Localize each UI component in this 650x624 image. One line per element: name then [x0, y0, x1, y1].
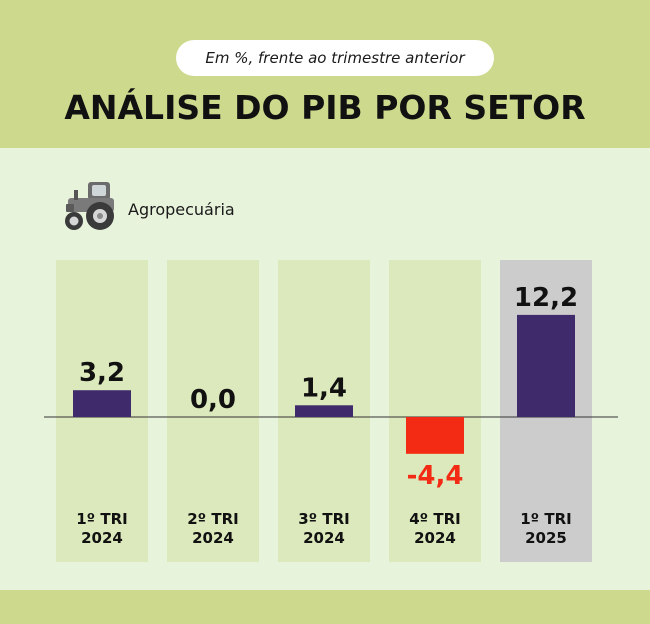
header-band: Em %, frente ao trimestre anterior ANÁLI…: [0, 0, 650, 148]
category-label-line: 2024: [81, 529, 123, 547]
category-label: 1º TRI 2025: [520, 510, 571, 547]
data-label: 3,2: [79, 358, 125, 388]
data-label: 12,2: [514, 283, 578, 313]
category-label-line: 2º TRI: [187, 510, 238, 528]
category-label-line: 1º TRI: [76, 510, 127, 528]
tractor-icon: [65, 182, 114, 230]
bar: [295, 405, 353, 417]
category-label-line: 2024: [303, 529, 345, 547]
data-label: 1,4: [301, 373, 347, 403]
category-label-line: 2025: [525, 529, 567, 547]
data-label: -4,4: [407, 461, 464, 491]
sector-label: Agropecuária: [128, 200, 235, 219]
category-label-line: 2024: [414, 529, 456, 547]
category-label-line: 2024: [192, 529, 234, 547]
subtitle: Em %, frente ao trimestre anterior: [176, 40, 494, 76]
category-label: 3º TRI 2024: [298, 510, 349, 547]
bar: [406, 417, 464, 454]
category-label: 4º TRI 2024: [409, 510, 460, 547]
category-label-line: 4º TRI: [409, 510, 460, 528]
page-title: ANÁLISE DO PIB POR SETOR: [64, 88, 586, 127]
data-label: 0,0: [190, 385, 236, 415]
bar: [73, 390, 131, 417]
category-label-line: 1º TRI: [520, 510, 571, 528]
category-label-line: 3º TRI: [298, 510, 349, 528]
bar: [517, 314, 575, 417]
column-background: [389, 260, 481, 562]
footer-band: [0, 590, 650, 624]
category-label: 1º TRI 2024: [76, 510, 127, 547]
category-label: 2º TRI 2024: [187, 510, 238, 547]
column-background: [167, 260, 259, 562]
